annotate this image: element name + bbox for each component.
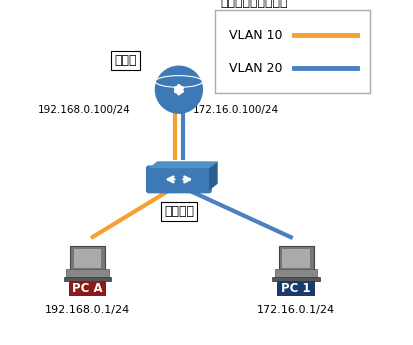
Text: ルータ: ルータ [114, 54, 137, 67]
Circle shape [155, 66, 202, 113]
FancyBboxPatch shape [146, 166, 212, 193]
Text: 172.16.0.1/24: 172.16.0.1/24 [257, 305, 335, 315]
Text: PC A: PC A [72, 282, 103, 295]
Text: アクセスリンク処例: アクセスリンク処例 [220, 0, 288, 9]
FancyBboxPatch shape [215, 10, 370, 93]
FancyBboxPatch shape [282, 249, 310, 268]
Ellipse shape [155, 76, 202, 87]
FancyBboxPatch shape [275, 269, 317, 278]
Text: VLAN 20: VLAN 20 [229, 62, 282, 75]
FancyBboxPatch shape [64, 277, 112, 281]
FancyBboxPatch shape [70, 246, 105, 272]
FancyBboxPatch shape [278, 281, 315, 296]
Text: 192.168.0.1/24: 192.168.0.1/24 [45, 305, 130, 315]
FancyBboxPatch shape [69, 281, 106, 296]
FancyBboxPatch shape [66, 269, 109, 278]
Polygon shape [209, 161, 218, 190]
FancyBboxPatch shape [279, 246, 313, 272]
FancyBboxPatch shape [74, 249, 102, 268]
Text: PC 1: PC 1 [281, 282, 311, 295]
Polygon shape [149, 161, 218, 168]
Text: 172.16.0.100/24: 172.16.0.100/24 [193, 106, 279, 115]
FancyBboxPatch shape [272, 277, 320, 281]
Text: 192.168.0.100/24: 192.168.0.100/24 [38, 106, 131, 115]
Text: スイッチ: スイッチ [164, 205, 194, 218]
Text: VLAN 10: VLAN 10 [229, 29, 282, 41]
